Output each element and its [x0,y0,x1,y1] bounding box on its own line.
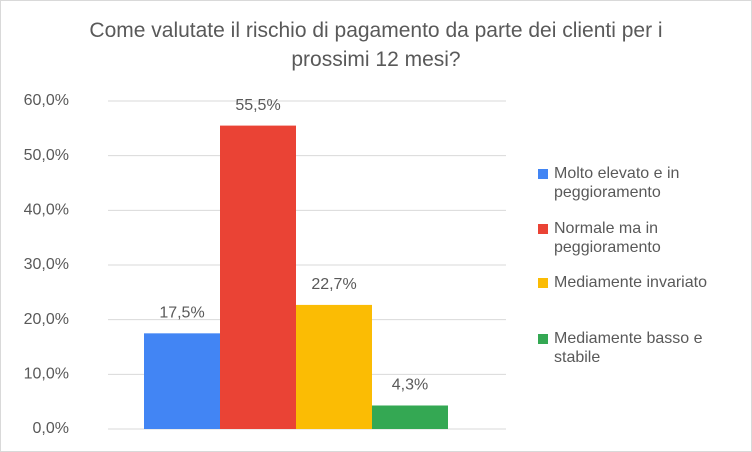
data-label: 22,7% [311,276,356,293]
chart-title: Come valutate il rischio di pagamento da… [89,19,663,71]
legend-swatch [538,334,548,344]
data-label: 4,3% [392,377,428,394]
y-tick-label: 50,0% [24,147,69,164]
legend-swatch [538,278,548,288]
y-tick-label: 30,0% [24,256,69,273]
data-label: 55,5% [235,97,280,114]
y-tick-label: 20,0% [24,311,69,328]
legend-item: Mediamente invariato [538,273,738,292]
legend-label: Molto elevato e in peggioramento [554,165,680,201]
bar [144,333,220,429]
y-tick-label: 40,0% [24,202,69,219]
legend-swatch [538,169,548,179]
legend-label: Mediamente basso e stabile [554,330,703,366]
legend-swatch [538,224,548,234]
y-tick-label: 60,0% [24,92,69,109]
legend-item: Mediamente basso e stabile [538,329,738,367]
bar [220,125,296,429]
bar [372,405,448,429]
bar [296,304,372,429]
data-label: 17,5% [159,305,204,322]
legend-item: Molto elevato e in peggioramento [538,164,738,202]
y-tick-label: 0,0% [33,420,69,437]
y-tick-label: 10,0% [24,366,69,383]
legend-label: Normale ma in peggioramento [554,220,661,256]
legend-item: Normale ma in peggioramento [538,219,738,257]
legend-label: Mediamente invariato [554,274,707,291]
